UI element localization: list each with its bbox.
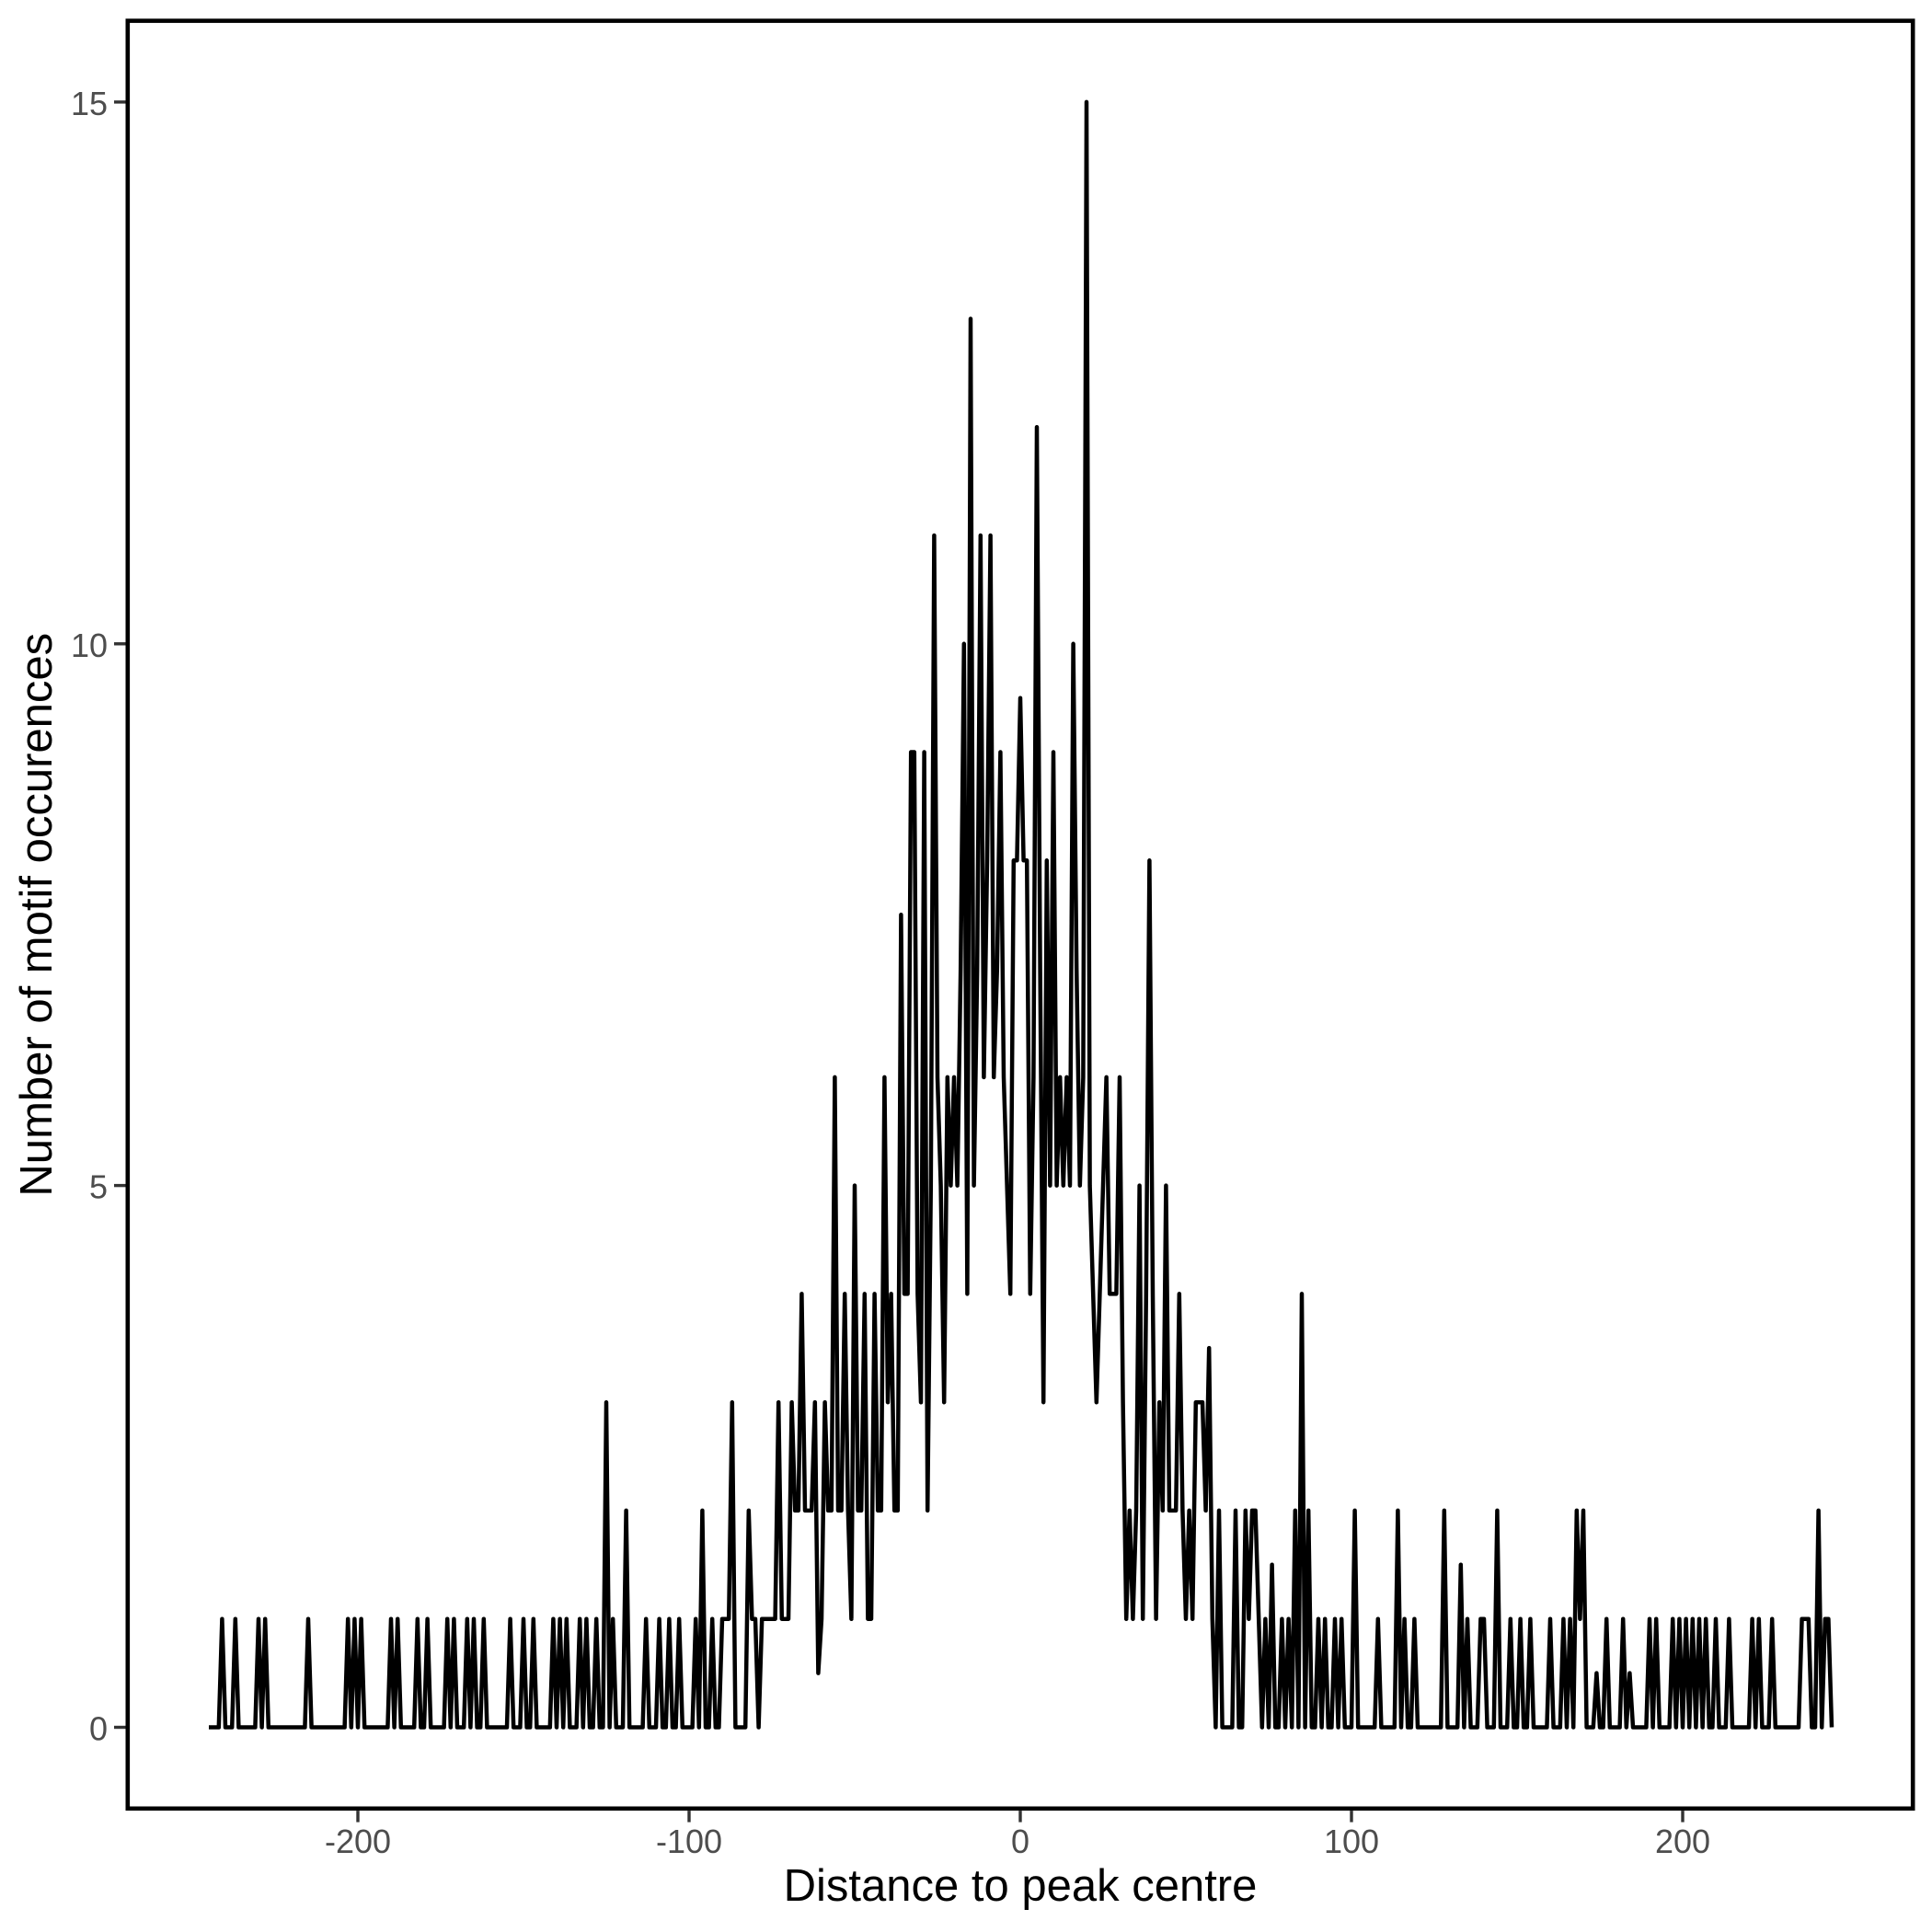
- y-axis-ticks: [114, 100, 126, 1730]
- x-tick-label: 100: [1324, 1823, 1379, 1860]
- y-tick-label: 10: [71, 627, 108, 664]
- y-tick-label: 15: [71, 85, 108, 122]
- x-axis-ticks: [356, 1811, 1685, 1823]
- data-series-line: [209, 99, 1834, 1730]
- x-tick-label: -200: [325, 1823, 391, 1860]
- y-tick-label: 0: [89, 1710, 108, 1748]
- y-axis-title: Number of motif occurences: [12, 633, 62, 1197]
- x-tick-label: 200: [1655, 1823, 1710, 1860]
- y-axis-tick-labels: 0 5 10 15: [71, 85, 108, 1748]
- x-axis-title: Distance to peak centre: [784, 1861, 1258, 1911]
- x-tick-label: -100: [656, 1823, 722, 1860]
- x-tick-label: 0: [1011, 1823, 1029, 1860]
- y-tick-label: 5: [89, 1168, 108, 1206]
- panel-border: [125, 18, 1915, 1811]
- x-axis-tick-labels: -200 -100 0 100 200: [325, 1823, 1710, 1860]
